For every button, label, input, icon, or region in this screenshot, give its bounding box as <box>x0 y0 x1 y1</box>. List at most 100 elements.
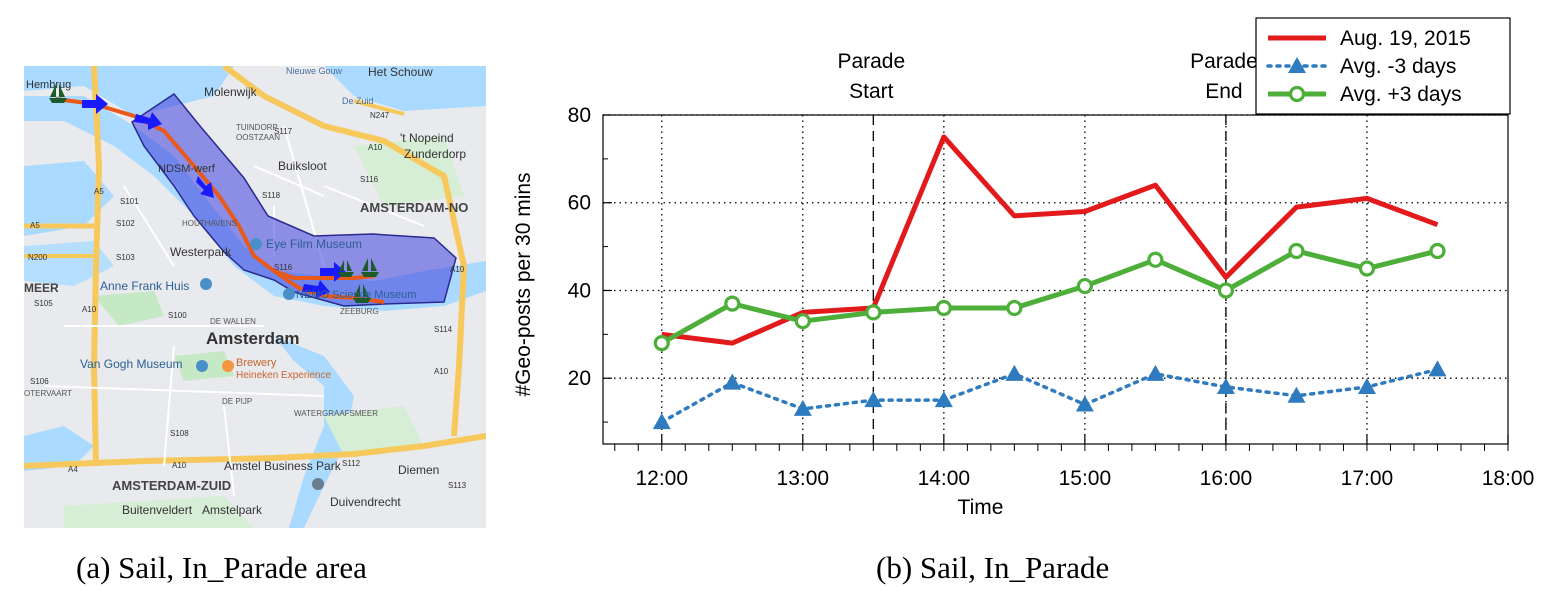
map-label: Buiksloot <box>278 159 327 173</box>
arrow-icon <box>320 262 346 282</box>
data-point <box>793 399 812 416</box>
map-label: S116 <box>274 263 293 272</box>
map-label: De Zuid <box>342 96 374 106</box>
data-point <box>864 391 883 408</box>
arrow-icon <box>82 94 108 114</box>
ships <box>49 84 379 303</box>
map-park-westerpark <box>94 291 164 326</box>
map-label: A10 <box>450 265 465 274</box>
map-panel: Hembrug Nieuwe Gouw Het Schouw Molenwijk… <box>23 63 487 528</box>
legend: Aug. 19, 2015 Avg. -3 days Avg. +3 days <box>1255 17 1511 115</box>
x-tick-label: 14:00 <box>918 467 971 490</box>
map-label: S118 <box>262 191 281 200</box>
data-point <box>653 335 670 352</box>
map-label: Nieuwe Gouw <box>286 66 343 76</box>
map-label: Eye Film Museum <box>266 237 362 251</box>
map-water-harbour <box>24 161 114 236</box>
arrow-icon <box>134 112 162 130</box>
map-label: A10 <box>368 143 383 152</box>
map-park-south <box>64 496 254 528</box>
chart-panel: Parade Start Parade End 20 40 60 80 12:00 13:00 1… <box>500 0 1548 540</box>
map-label: Zunderdorp <box>404 147 466 161</box>
map-label: MEER <box>24 281 59 295</box>
map-label: S113 <box>448 481 467 490</box>
map: Hembrug Nieuwe Gouw Het Schouw Molenwijk… <box>23 63 487 528</box>
series-3 <box>653 242 1446 352</box>
line-chart: Parade Start Parade End 20 40 60 80 12:00 13:00 1… <box>512 17 1535 519</box>
map-label: S112 <box>342 459 361 468</box>
data-point <box>1006 299 1023 317</box>
pin-icon <box>196 360 208 372</box>
legend-label: Avg. +3 days <box>1340 83 1462 106</box>
x-tick-label: 12:00 <box>635 467 688 490</box>
arrow-icon <box>302 280 330 298</box>
caption-map: (a) Sail, In_Parade area <box>76 550 367 585</box>
caption-chart: (b) Sail, In_Parade <box>876 550 1110 585</box>
map-labels: Hembrug Nieuwe Gouw Het Schouw Molenwijk… <box>24 65 468 517</box>
map-label: N200 <box>28 253 48 262</box>
map-highway-a10-west <box>90 65 103 467</box>
annotation-label: Start <box>849 80 894 103</box>
x-tick-label: 13:00 <box>777 467 830 490</box>
map-label: HOUTHAVENS <box>182 219 237 228</box>
data-point <box>1288 85 1306 103</box>
data-point <box>1147 251 1164 268</box>
parade-area <box>131 92 457 307</box>
map-label: Duivendrecht <box>330 495 401 509</box>
map-water-sw <box>24 426 94 471</box>
pin-icon <box>250 238 262 250</box>
map-label: OTERVAART <box>24 389 72 398</box>
data-point <box>865 304 882 321</box>
arrow-icon <box>196 176 214 198</box>
map-label: 't Nopeind <box>400 131 454 145</box>
pin-icon <box>283 288 295 300</box>
ship-icon <box>49 84 67 103</box>
pin-icon <box>222 360 234 372</box>
map-label: S114 <box>434 325 453 334</box>
map-label: N247 <box>370 111 390 120</box>
map-label: S117 <box>274 127 293 136</box>
data-point <box>1287 386 1306 403</box>
annotation-label: Parade <box>837 50 905 73</box>
map-label: S108 <box>170 429 189 438</box>
map-label: TUINDORP <box>236 123 278 132</box>
map-label: Heineken Experience <box>236 370 331 381</box>
map-label: S106 <box>30 377 49 386</box>
map-label: AMSTERDAM-ZUID <box>112 478 231 493</box>
map-water-ne <box>324 66 486 111</box>
data-point <box>934 391 953 408</box>
map-label: AMSTERDAM-NO <box>360 200 468 215</box>
series-1 <box>661 134 1439 346</box>
map-label: Amsterdam <box>206 329 300 348</box>
grid <box>603 114 1508 444</box>
map-label: Het Schouw <box>368 66 433 79</box>
ship-icon <box>338 260 354 277</box>
map-label: Buitenveldert <box>122 503 193 517</box>
map-water-ij <box>24 96 486 311</box>
map-label: A5 <box>94 187 104 196</box>
data-point <box>1075 395 1094 412</box>
y-tick-label: 20 <box>568 367 591 390</box>
ship-icon <box>361 258 379 277</box>
map-label: S116 <box>360 175 379 184</box>
map-label: S101 <box>120 197 139 206</box>
map-highway-a10-south <box>23 433 487 469</box>
map-highway-n247 <box>353 99 405 116</box>
map-label: NEMO Science Museum <box>296 289 416 301</box>
annotation-label: Parade <box>1190 50 1258 73</box>
map-label: DE PIJP <box>222 397 252 406</box>
series-line <box>660 367 1440 424</box>
map-label: Brewery <box>236 357 277 369</box>
map-label: Hembrug <box>26 79 71 91</box>
plot-frame <box>602 114 1509 445</box>
map-label: Amstel Business Park <box>224 459 342 473</box>
map-label: A4 <box>68 465 78 474</box>
y-tick-label: 40 <box>568 279 591 302</box>
map-park-noord <box>354 136 464 206</box>
x-tick-label: 18:00 <box>1482 467 1535 490</box>
map-park-east <box>324 406 424 456</box>
map-label: Molenwijk <box>204 85 258 99</box>
data-point <box>1428 360 1447 377</box>
map-label: OOSTZAAN <box>236 133 280 142</box>
map-label: DE WALLEN <box>210 317 256 326</box>
